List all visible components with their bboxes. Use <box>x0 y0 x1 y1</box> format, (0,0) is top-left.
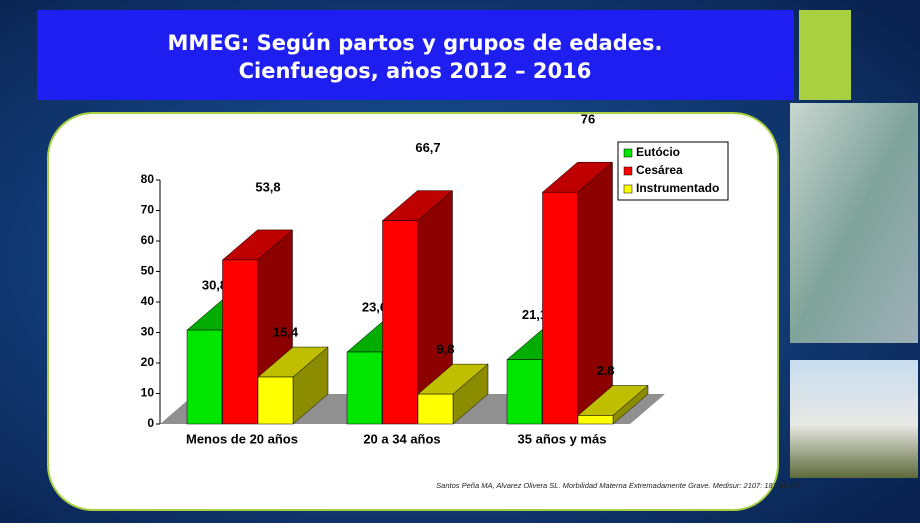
x-tick-label: Menos de 20 años <box>186 431 298 446</box>
y-tick-label: 80 <box>141 172 155 186</box>
value-label: 76 <box>581 112 595 127</box>
x-tick-label: 35 años y más <box>518 431 607 446</box>
y-tick-label: 20 <box>141 355 155 369</box>
bar <box>507 360 542 424</box>
photo-building <box>790 360 918 478</box>
bar <box>543 192 578 424</box>
legend-label: Cesárea <box>636 163 683 177</box>
slide: MMEG: Según partos y grupos de edades. C… <box>0 0 920 523</box>
value-label: 53,8 <box>255 179 280 194</box>
legend-swatch <box>624 149 632 157</box>
y-tick-label: 30 <box>141 325 155 339</box>
page: MMEG: Según partos y grupos de edades. C… <box>0 0 920 523</box>
x-tick-label: 20 a 34 años <box>363 431 440 446</box>
y-tick-label: 50 <box>141 264 155 278</box>
source-note: Santos Peña MA, Alvarez Olivera SL. Morb… <box>436 481 801 490</box>
bar <box>258 377 293 424</box>
legend-swatch <box>624 185 632 193</box>
title-box <box>37 10 794 100</box>
bar <box>223 260 258 424</box>
bar <box>578 415 613 424</box>
value-label: 15,4 <box>273 324 299 339</box>
bar <box>347 352 382 424</box>
y-tick-label: 10 <box>141 386 155 400</box>
bar <box>418 394 453 424</box>
legend-swatch <box>624 167 632 175</box>
bar <box>187 330 222 424</box>
bar <box>383 221 418 424</box>
value-label: 2,8 <box>596 363 614 378</box>
value-label: 9,8 <box>436 342 454 357</box>
chart-title: MMEG: Según partos y grupos de edades. <box>168 31 663 55</box>
legend-label: Instrumentado <box>636 181 719 195</box>
y-tick-label: 70 <box>141 203 155 217</box>
y-tick-label: 60 <box>141 233 155 247</box>
accent-bar <box>799 10 851 100</box>
y-tick-label: 40 <box>141 294 155 308</box>
chart-title: Cienfuegos, años 2012 – 2016 <box>239 59 592 83</box>
photo-surgery <box>790 103 918 343</box>
value-label: 66,7 <box>415 140 440 155</box>
legend-label: Eutócio <box>636 145 680 159</box>
y-tick-label: 0 <box>147 416 154 430</box>
bar-side <box>578 162 613 424</box>
